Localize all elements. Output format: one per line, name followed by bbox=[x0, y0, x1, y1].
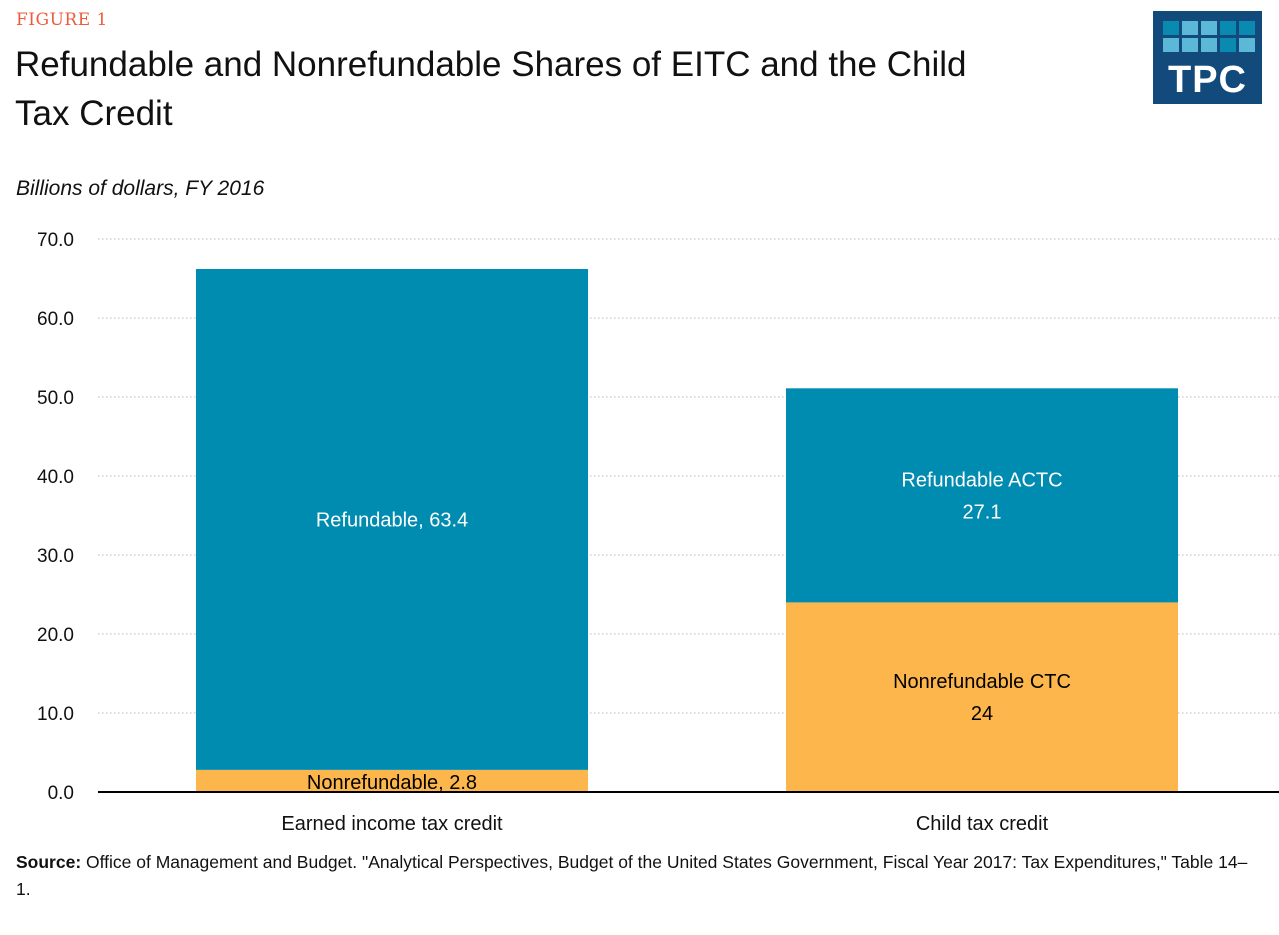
logo-square bbox=[1201, 21, 1217, 35]
bar-refundable bbox=[786, 388, 1178, 603]
y-tick-label: 60.0 bbox=[37, 309, 74, 330]
logo-square bbox=[1220, 38, 1236, 52]
bar-nonrefundable bbox=[196, 769, 588, 792]
logo-square bbox=[1201, 38, 1217, 52]
tpc-logo: TPC bbox=[1153, 11, 1262, 104]
y-tick-label: 40.0 bbox=[37, 467, 74, 488]
x-category-label: Earned income tax credit bbox=[281, 813, 503, 835]
y-tick-label: 70.0 bbox=[37, 230, 74, 251]
y-tick-label: 10.0 bbox=[37, 704, 74, 725]
logo-square bbox=[1163, 38, 1179, 52]
data-label: Nonrefundable CTC bbox=[893, 671, 1071, 693]
data-label: Refundable, 63.4 bbox=[316, 509, 468, 531]
logo-square bbox=[1220, 21, 1236, 35]
source-label: Source: bbox=[16, 852, 82, 872]
source-note: Source: Office of Management and Budget.… bbox=[16, 849, 1256, 903]
chart-subtitle: Billions of dollars, FY 2016 bbox=[16, 177, 265, 200]
data-label: 27.1 bbox=[963, 501, 1002, 523]
data-label: Refundable ACTC bbox=[901, 469, 1062, 491]
source-text: Office of Management and Budget. "Analyt… bbox=[16, 852, 1248, 899]
data-label: Nonrefundable, 2.8 bbox=[307, 772, 477, 794]
y-tick-label: 50.0 bbox=[37, 388, 74, 409]
logo-square bbox=[1182, 38, 1198, 52]
chart-title: Refundable and Nonrefundable Shares of E… bbox=[15, 45, 967, 133]
logo-square bbox=[1239, 21, 1255, 35]
y-tick-label: 30.0 bbox=[37, 546, 74, 567]
x-category-label: Child tax credit bbox=[916, 813, 1049, 835]
logo-square bbox=[1163, 21, 1179, 35]
bar-nonrefundable bbox=[786, 602, 1178, 792]
data-label: 24 bbox=[971, 703, 993, 725]
figure-label: FIGURE 1 bbox=[16, 10, 108, 30]
logo-square bbox=[1182, 21, 1198, 35]
y-tick-label: 0.0 bbox=[48, 783, 74, 804]
logo-text: TPC bbox=[1168, 59, 1247, 101]
y-tick-label: 20.0 bbox=[37, 625, 74, 646]
logo-square bbox=[1239, 38, 1255, 52]
bar-refundable bbox=[196, 269, 588, 770]
